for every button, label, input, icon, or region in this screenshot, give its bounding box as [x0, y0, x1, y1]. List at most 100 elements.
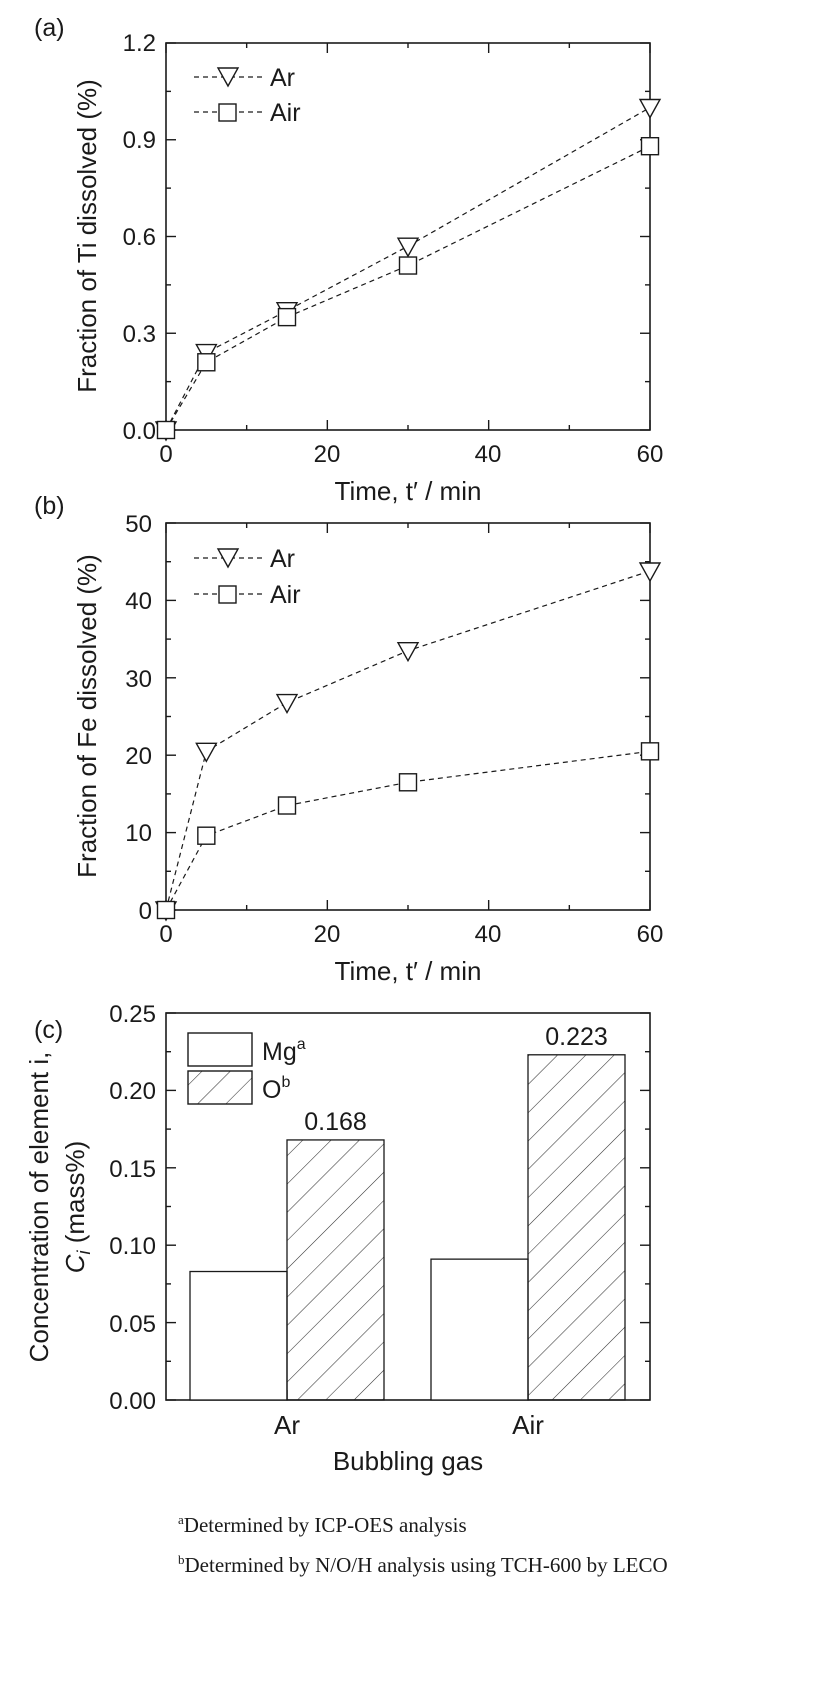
panel-b-point-ar-3: [396, 642, 420, 663]
footnote-a: aDetermined by ICP-OES analysis: [178, 1512, 467, 1538]
panel-b-legend-air-label: Air: [270, 581, 301, 609]
panel-b-point-air-0: [156, 900, 176, 920]
panel-b-ytick-5: 50: [125, 511, 152, 538]
panel-b-xtick-3: 60: [637, 921, 664, 948]
panel-b-line-air: [165, 750, 651, 911]
panel-b-legend-ar-label: Ar: [270, 545, 295, 573]
panel-b-xtick-1: 20: [314, 921, 341, 948]
panel-a-ytick-3: 0.9: [123, 127, 156, 154]
footnote-b-text: Determined by N/O/H analysis using TCH-6…: [184, 1553, 668, 1577]
panel-a-point-air-4: [640, 136, 660, 156]
panel-c-ylabel-line1: Concentration of element i,: [24, 1052, 54, 1363]
panel-c-ylabel-line2: Ci (mass%): [60, 1141, 94, 1274]
panel-a-legend-air: Air: [194, 99, 301, 127]
panel-b-ytick-2: 20: [125, 743, 152, 770]
panel-c-legend-mg: Mga: [187, 1032, 306, 1067]
panel-c-legend-mg-name: Mg: [262, 1038, 297, 1066]
panel-b-xtick-0: 0: [159, 921, 172, 948]
panel-c-ytick-2: 0.10: [109, 1233, 156, 1260]
panel-c-ylabel-symbol: C: [60, 1254, 90, 1273]
panel-b-point-air-2: [277, 796, 297, 815]
panel-a-xtick-1: 20: [314, 441, 341, 468]
panel-a-point-air-1: [197, 353, 216, 372]
panel-b-ytick-4: 40: [125, 588, 152, 615]
panel-c-ylabel-subscript: i: [74, 1250, 94, 1255]
panel-a-line-air: [165, 145, 651, 431]
panel-a-label: (a): [34, 14, 65, 42]
panel-c-xlabel: Bubbling gas: [333, 1446, 483, 1476]
panel-c: (c) 0.00 0.05 0.10 0.15 0.20 0.25 Ar Air…: [24, 1001, 651, 1476]
panel-a-point-ar-3: [396, 237, 420, 258]
footnote-b: bDetermined by N/O/H analysis using TCH-…: [178, 1552, 668, 1578]
panel-c-ytick-0: 0.00: [109, 1388, 156, 1415]
panel-c-legend-o-label: Ob: [262, 1074, 290, 1104]
panel-a-plot-area: [154, 98, 662, 442]
panel-c-ylabel-unit: (mass%): [60, 1141, 90, 1251]
panel-c-label: (c): [34, 1016, 63, 1044]
panel-a-ytick-1: 0.3: [123, 321, 156, 348]
panel-a-legend-air-label: Air: [270, 99, 301, 127]
panel-c-data-label-air: 0.223: [545, 1023, 608, 1051]
panel-c-ytick-3: 0.15: [109, 1156, 156, 1183]
panel-c-legend-mg-label: Mga: [262, 1036, 306, 1066]
panel-b-point-ar-1: [195, 742, 218, 763]
panel-b-ylabel: Fraction of Fe dissolved (%): [72, 554, 102, 878]
panel-a-ytick-4: 1.2: [123, 30, 156, 57]
panel-c-legend-o: Ob: [187, 1070, 290, 1105]
panel-c-bar-o-air: [527, 1054, 626, 1401]
panel-b-point-ar-4: [638, 562, 662, 583]
footnote-b-sup: b: [178, 1552, 185, 1567]
panel-c-ytick-5: 0.25: [109, 1001, 156, 1028]
panel-a-xtick-3: 60: [637, 441, 664, 468]
panel-c-data-label-ar: 0.168: [304, 1108, 367, 1136]
panel-b-line-ar: [165, 570, 651, 911]
panel-b-axes-frame: [165, 522, 651, 911]
panel-b-ytick-3: 30: [125, 666, 152, 693]
panel-a-ytick-2: 0.6: [123, 224, 156, 251]
panel-c-xtick-ar: Ar: [274, 1410, 300, 1440]
panel-b-ticks: [165, 522, 651, 911]
panel-c-ytick-4: 0.20: [109, 1078, 156, 1105]
panel-c-bar-mg-air: [430, 1258, 529, 1401]
panel-b-point-air-1: [197, 826, 216, 845]
panel-a: (a) 0.0 0.3 0.6 0.9 1.2 0 20 40 60 Time,…: [34, 14, 663, 506]
panel-b-legend-ar: Ar: [194, 545, 295, 573]
panel-c-legend: Mga Ob: [187, 1032, 306, 1105]
panel-a-legend-ar-label: Ar: [270, 64, 295, 92]
panel-a-xtick-0: 0: [159, 441, 172, 468]
panel-b-point-ar-2: [275, 693, 299, 715]
panel-a-legend-ar: Ar: [194, 64, 295, 92]
panel-b-plot-area: [154, 562, 662, 922]
panel-b-xlabel: Time, t′ / min: [335, 956, 482, 986]
panel-c-legend-mg-sup: a: [297, 1036, 306, 1053]
panel-c-legend-o-name: O: [262, 1076, 281, 1104]
panel-b-ytick-1: 10: [125, 820, 152, 847]
panel-a-ticks: [165, 42, 651, 431]
panel-b-legend-air: Air: [194, 581, 301, 609]
panel-c-bar-mg-ar: [189, 1270, 288, 1401]
panel-b: (b) 0 10 20 30 40 50 0 20 40 60 Time, t′…: [34, 492, 663, 986]
panel-a-legend: Ar Air: [194, 64, 301, 127]
panel-a-point-air-2: [277, 307, 297, 327]
panel-c-ytick-1: 0.05: [109, 1311, 156, 1338]
panel-a-line-ar: [165, 106, 651, 431]
panel-a-ytick-0: 0.0: [123, 418, 156, 445]
panel-b-label: (b): [34, 492, 65, 520]
panel-b-point-air-4: [640, 742, 660, 761]
panel-a-xlabel: Time, t′ / min: [335, 476, 482, 506]
panel-b-legend: Ar Air: [194, 545, 301, 609]
panel-b-ytick-0: 0: [139, 898, 152, 925]
panel-a-point-ar-4: [638, 98, 662, 119]
panel-c-ylabel: Concentration of element i, Ci (mass%): [24, 1052, 94, 1363]
panel-b-xtick-2: 40: [475, 921, 502, 948]
panel-a-axes-frame: [165, 42, 651, 431]
panel-c-legend-o-sup: b: [281, 1074, 290, 1091]
footnote-a-text: Determined by ICP-OES analysis: [183, 1513, 467, 1537]
panel-a-point-air-0: [156, 420, 176, 440]
panel-a-point-air-3: [398, 256, 418, 275]
panel-b-point-air-3: [398, 773, 418, 792]
panel-a-ylabel: Fraction of Ti dissolved (%): [72, 79, 102, 393]
footnote-a-sup: a: [178, 1512, 184, 1527]
panel-c-xtick-air: Air: [512, 1410, 544, 1440]
